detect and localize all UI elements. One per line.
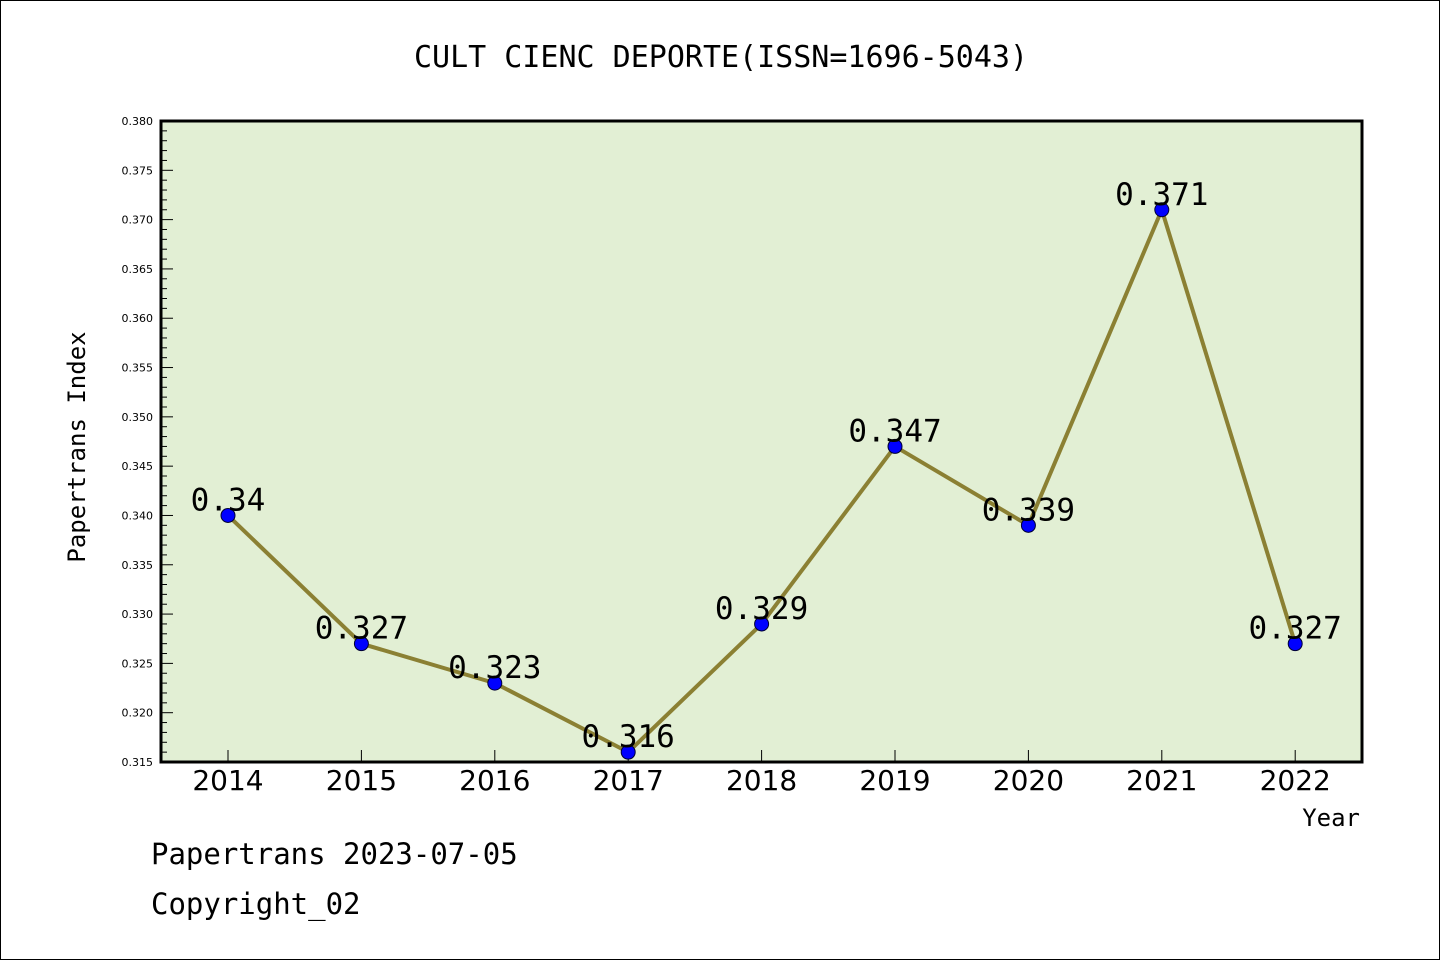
data-label: 0.371 bbox=[1115, 177, 1208, 213]
x-tick-label: 2015 bbox=[326, 764, 397, 797]
x-tick-label: 2014 bbox=[192, 764, 263, 797]
y-tick-label: 0.380 bbox=[122, 115, 154, 128]
x-tick-label: 2021 bbox=[1126, 764, 1197, 797]
data-label: 0.323 bbox=[448, 650, 541, 686]
y-tick-label: 0.315 bbox=[122, 756, 154, 769]
x-tick-label: 2019 bbox=[859, 764, 930, 797]
data-point bbox=[754, 616, 770, 632]
x-tick-label: 2022 bbox=[1260, 764, 1331, 797]
y-tick-label: 0.375 bbox=[122, 164, 154, 177]
data-point bbox=[1287, 636, 1303, 652]
plot-area bbox=[159, 119, 1364, 764]
x-tick-label: 2017 bbox=[593, 764, 664, 797]
y-tick-label: 0.335 bbox=[122, 559, 154, 572]
y-tick-label: 0.370 bbox=[122, 214, 154, 227]
x-tick-label: 2018 bbox=[726, 764, 797, 797]
y-tick-label: 0.355 bbox=[122, 362, 154, 375]
y-tick-label: 0.320 bbox=[122, 707, 154, 720]
x-axis-label: Year bbox=[1302, 804, 1360, 832]
data-label: 0.327 bbox=[1249, 611, 1342, 647]
x-tick-label: 2016 bbox=[459, 764, 530, 797]
y-tick-label: 0.345 bbox=[122, 460, 154, 473]
y-tick-label: 0.365 bbox=[122, 263, 154, 276]
data-point bbox=[887, 438, 903, 454]
y-axis: 0.315 0.320 0.325 0.330 0.335 0.340 0.345 0.350… bbox=[122, 115, 173, 769]
chart-title: CULT CIENC DEPORTE(ISSN=1696-5043) bbox=[414, 40, 1028, 75]
data-label: 0.34 bbox=[191, 482, 266, 518]
data-label: 0.329 bbox=[715, 591, 808, 627]
data-point bbox=[1020, 517, 1036, 533]
y-tick-label: 0.340 bbox=[122, 509, 154, 522]
data-label: 0.316 bbox=[582, 719, 675, 755]
data-label: 0.339 bbox=[982, 492, 1075, 528]
data-label: 0.327 bbox=[315, 611, 408, 647]
data-point bbox=[353, 636, 369, 652]
data-point bbox=[620, 744, 636, 760]
y-tick-label: 0.330 bbox=[122, 608, 154, 621]
footer-copyright-text: Copyright_02 bbox=[151, 887, 361, 921]
series-group: 0.34 0.327 0.323 0.316 0.329 0.347 0.339 0.371 0… bbox=[191, 177, 1342, 760]
y-tick-label: 0.350 bbox=[122, 411, 154, 424]
footer-date-text: Papertrans 2023-07-05 bbox=[151, 837, 518, 871]
y-axis-label: Papertrans Index bbox=[63, 331, 91, 562]
y-tick-label: 0.325 bbox=[122, 657, 154, 670]
data-point bbox=[1154, 202, 1170, 218]
data-point bbox=[220, 507, 236, 523]
y-tick-label: 0.360 bbox=[122, 312, 154, 325]
x-axis: 2014 2015 2016 2017 2018 2019 2020 2021 2022 bbox=[192, 750, 1331, 797]
data-point bbox=[487, 675, 503, 691]
x-tick-label: 2020 bbox=[993, 764, 1064, 797]
data-label: 0.347 bbox=[848, 413, 941, 449]
